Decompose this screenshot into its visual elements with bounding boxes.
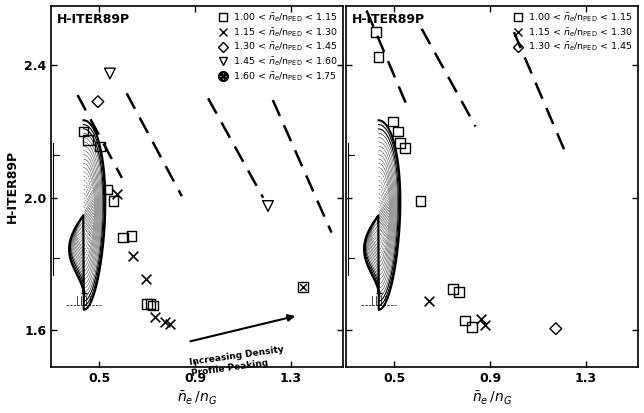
Text: H-ITER89P: H-ITER89P	[57, 13, 130, 26]
Point	[148, 302, 158, 309]
Point	[374, 54, 384, 60]
Text: Increasing Density
Profile Peaking: Increasing Density Profile Peaking	[189, 345, 286, 378]
Point	[460, 317, 470, 324]
Point	[83, 136, 93, 143]
Legend: 1.00 < $\bar{n}_e$/n$_{\sf PED}$ < 1.15, 1.15 < $\bar{n}_e$/n$_{\sf PED}$ < 1.30: 1.00 < $\bar{n}_e$/n$_{\sf PED}$ < 1.15,…	[217, 10, 339, 84]
Point	[95, 143, 106, 150]
Point	[160, 319, 170, 325]
Point	[126, 233, 137, 239]
Point	[393, 128, 403, 135]
Point	[140, 275, 151, 282]
Point	[79, 128, 89, 135]
Point	[146, 301, 156, 307]
Point	[395, 140, 405, 146]
Point	[150, 314, 160, 320]
Point	[118, 234, 128, 241]
Point	[165, 320, 175, 327]
Point	[476, 316, 486, 322]
Legend: 1.00 < $\bar{n}_e$/n$_{\sf PED}$ < 1.15, 1.15 < $\bar{n}_e$/n$_{\sf PED}$ < 1.30: 1.00 < $\bar{n}_e$/n$_{\sf PED}$ < 1.15,…	[512, 10, 634, 55]
X-axis label: $\bar{n}_e\,/n_G$: $\bar{n}_e\,/n_G$	[177, 390, 218, 408]
Point	[424, 297, 434, 304]
Point	[298, 284, 308, 291]
Point	[112, 191, 122, 198]
Point	[371, 29, 381, 36]
Point	[128, 252, 138, 259]
Point	[448, 286, 458, 292]
Point	[93, 98, 103, 105]
Point	[142, 301, 152, 307]
Point	[108, 198, 118, 204]
Point	[263, 203, 273, 209]
Point	[415, 198, 426, 204]
Text: H-ITER89P: H-ITER89P	[352, 13, 425, 26]
Point	[102, 186, 113, 193]
Point	[480, 322, 490, 329]
Point	[388, 118, 398, 125]
Point	[453, 289, 464, 296]
Y-axis label: H-ITER89P: H-ITER89P	[6, 150, 19, 223]
Point	[298, 284, 308, 291]
Point	[551, 325, 561, 332]
Point	[467, 324, 477, 330]
X-axis label: $\bar{n}_e\,/n_G$: $\bar{n}_e\,/n_G$	[472, 390, 513, 408]
Point	[105, 70, 115, 77]
Point	[400, 145, 410, 152]
